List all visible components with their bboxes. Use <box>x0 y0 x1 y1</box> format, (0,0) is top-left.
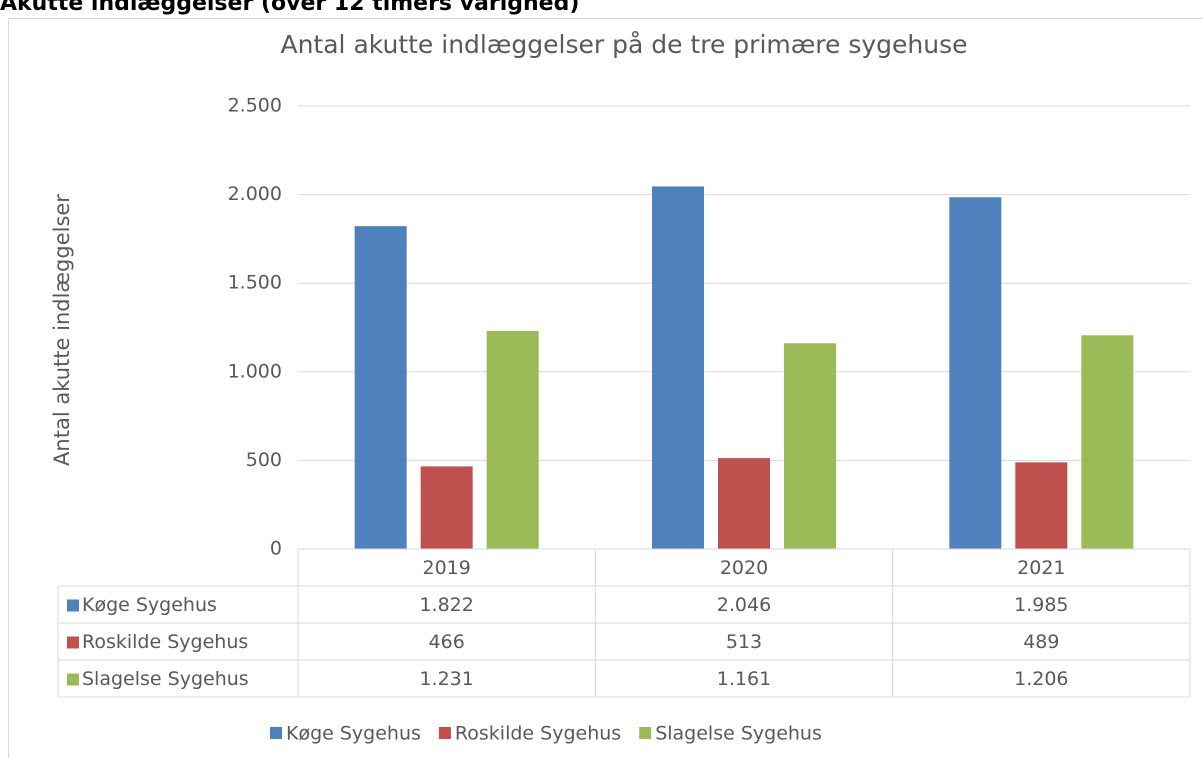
y-tick-label: 0 <box>270 538 282 560</box>
bar <box>420 466 473 549</box>
bar <box>1015 462 1068 549</box>
x-tick-label: 2021 <box>1017 557 1065 579</box>
bar <box>949 197 1002 549</box>
y-axis-label: Antal akutte indlæggelser <box>50 194 74 466</box>
bar <box>784 343 836 549</box>
y-tick-label: 1.000 <box>228 360 282 382</box>
table-cell: 489 <box>1023 631 1059 653</box>
table-cell: 1.206 <box>1014 668 1068 690</box>
bar <box>486 330 539 549</box>
table-cell: 2.046 <box>717 594 771 616</box>
y-tick-label: 1.500 <box>228 272 282 294</box>
table-cell: 1.985 <box>1014 594 1068 616</box>
legend-label: Roskilde Sygehus <box>455 723 621 745</box>
legend-key <box>438 727 451 739</box>
page-header: Akutte indlæggelser (over 12 timers vari… <box>0 0 579 16</box>
bar <box>652 186 704 550</box>
table-row-label: Roskilde Sygehus <box>82 631 248 653</box>
bar <box>718 458 770 549</box>
legend-label: Slagelse Sygehus <box>655 723 822 745</box>
table-row-label: Slagelse Sygehus <box>82 668 249 690</box>
bar <box>1081 335 1134 549</box>
chart-border <box>8 18 1203 758</box>
x-tick-label: 2020 <box>720 557 768 579</box>
bar <box>354 226 407 549</box>
table-legend-key <box>67 599 79 612</box>
table-cell: 513 <box>726 631 762 653</box>
x-tick-label: 2019 <box>422 557 470 579</box>
y-tick-label: 2.000 <box>228 183 282 205</box>
chart-title: Antal akutte indlæggelser på de tre prim… <box>280 30 967 59</box>
legend-key <box>270 727 282 739</box>
table-cell: 1.822 <box>419 594 473 616</box>
table-row-label: Køge Sygehus <box>82 594 217 616</box>
legend-key <box>639 727 652 739</box>
y-tick-label: 500 <box>246 449 282 471</box>
table-legend-key <box>67 636 79 649</box>
legend-label: Køge Sygehus <box>286 723 421 745</box>
table-cell: 1.161 <box>717 668 771 690</box>
table-cell: 466 <box>429 631 465 653</box>
table-legend-key <box>67 673 79 686</box>
y-tick-label: 2.500 <box>228 95 282 117</box>
table-cell: 1.231 <box>419 668 473 690</box>
